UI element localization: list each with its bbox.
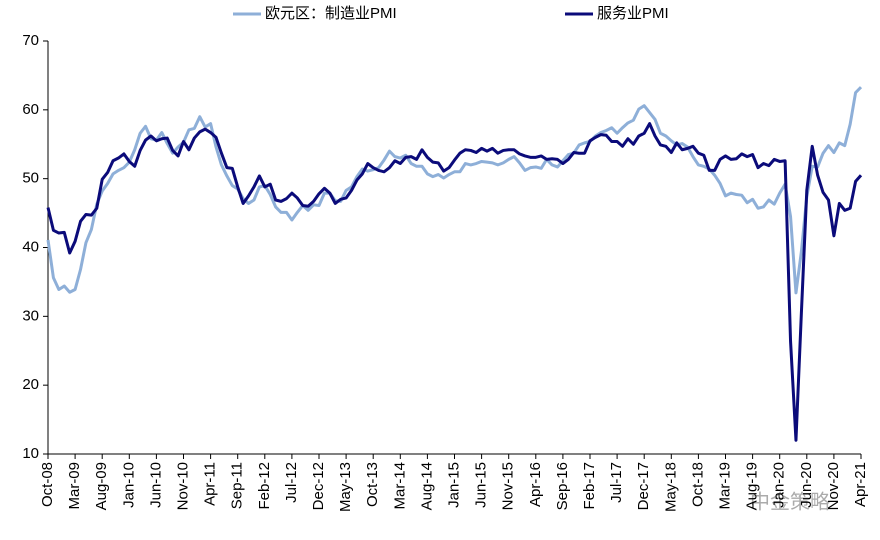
- x-tick-label: Nov-15: [500, 462, 517, 510]
- x-tick-label: Oct-08: [39, 462, 56, 507]
- legend-label: 欧元区：制造业PMI: [265, 5, 397, 22]
- x-tick-label: Mar-09: [66, 462, 83, 510]
- x-tick-label: May-18: [662, 462, 679, 512]
- x-tick-label: Apr-21: [852, 462, 869, 507]
- x-tick-label: Feb-17: [581, 462, 598, 510]
- legend-label: 服务业PMI: [597, 5, 669, 22]
- x-tick-label: Jul-12: [283, 462, 300, 503]
- y-tick-label: 70: [22, 32, 39, 49]
- x-tick-label: Jan-10: [120, 462, 137, 508]
- x-tick-label: May-13: [337, 462, 354, 512]
- x-tick-label: Jun-20: [798, 462, 815, 508]
- x-tick-label: Oct-18: [689, 462, 706, 507]
- x-tick-label: Jul-17: [608, 462, 625, 503]
- x-tick-label: Nov-10: [174, 462, 191, 510]
- x-tick-label: Jan-20: [771, 462, 788, 508]
- x-tick-label: Aug-19: [744, 462, 761, 510]
- x-tick-label: Aug-14: [418, 462, 435, 510]
- x-tick-label: Dec-12: [310, 462, 327, 510]
- x-tick-label: Jun-10: [147, 462, 164, 508]
- line-series: [46, 122, 863, 442]
- x-tick-label: Nov-20: [825, 462, 842, 510]
- x-tick-label: Oct-13: [364, 462, 381, 507]
- y-tick-label: 10: [22, 445, 39, 462]
- x-tick-label: Jan-15: [445, 462, 462, 508]
- x-tick-label: Mar-19: [716, 462, 733, 510]
- x-tick-label: Sep-16: [554, 462, 571, 510]
- y-tick-label: 50: [22, 170, 39, 187]
- x-tick-label: Aug-09: [93, 462, 110, 510]
- x-tick-label: Sep-11: [229, 462, 246, 509]
- x-tick-label: Apr-16: [527, 462, 544, 507]
- y-tick-label: 30: [22, 307, 39, 324]
- line-series: [46, 86, 863, 295]
- y-tick-label: 40: [22, 238, 39, 255]
- x-tick-label: Dec-17: [635, 462, 652, 510]
- y-tick-label: 60: [22, 101, 39, 118]
- x-tick-label: Feb-12: [256, 462, 273, 510]
- watermark: 中金策略: [750, 490, 830, 513]
- x-tick-label: Jun-15: [473, 462, 490, 508]
- x-tick-label: Apr-11: [202, 462, 219, 506]
- x-tick-label: Mar-14: [391, 462, 408, 510]
- y-tick-label: 20: [22, 376, 39, 393]
